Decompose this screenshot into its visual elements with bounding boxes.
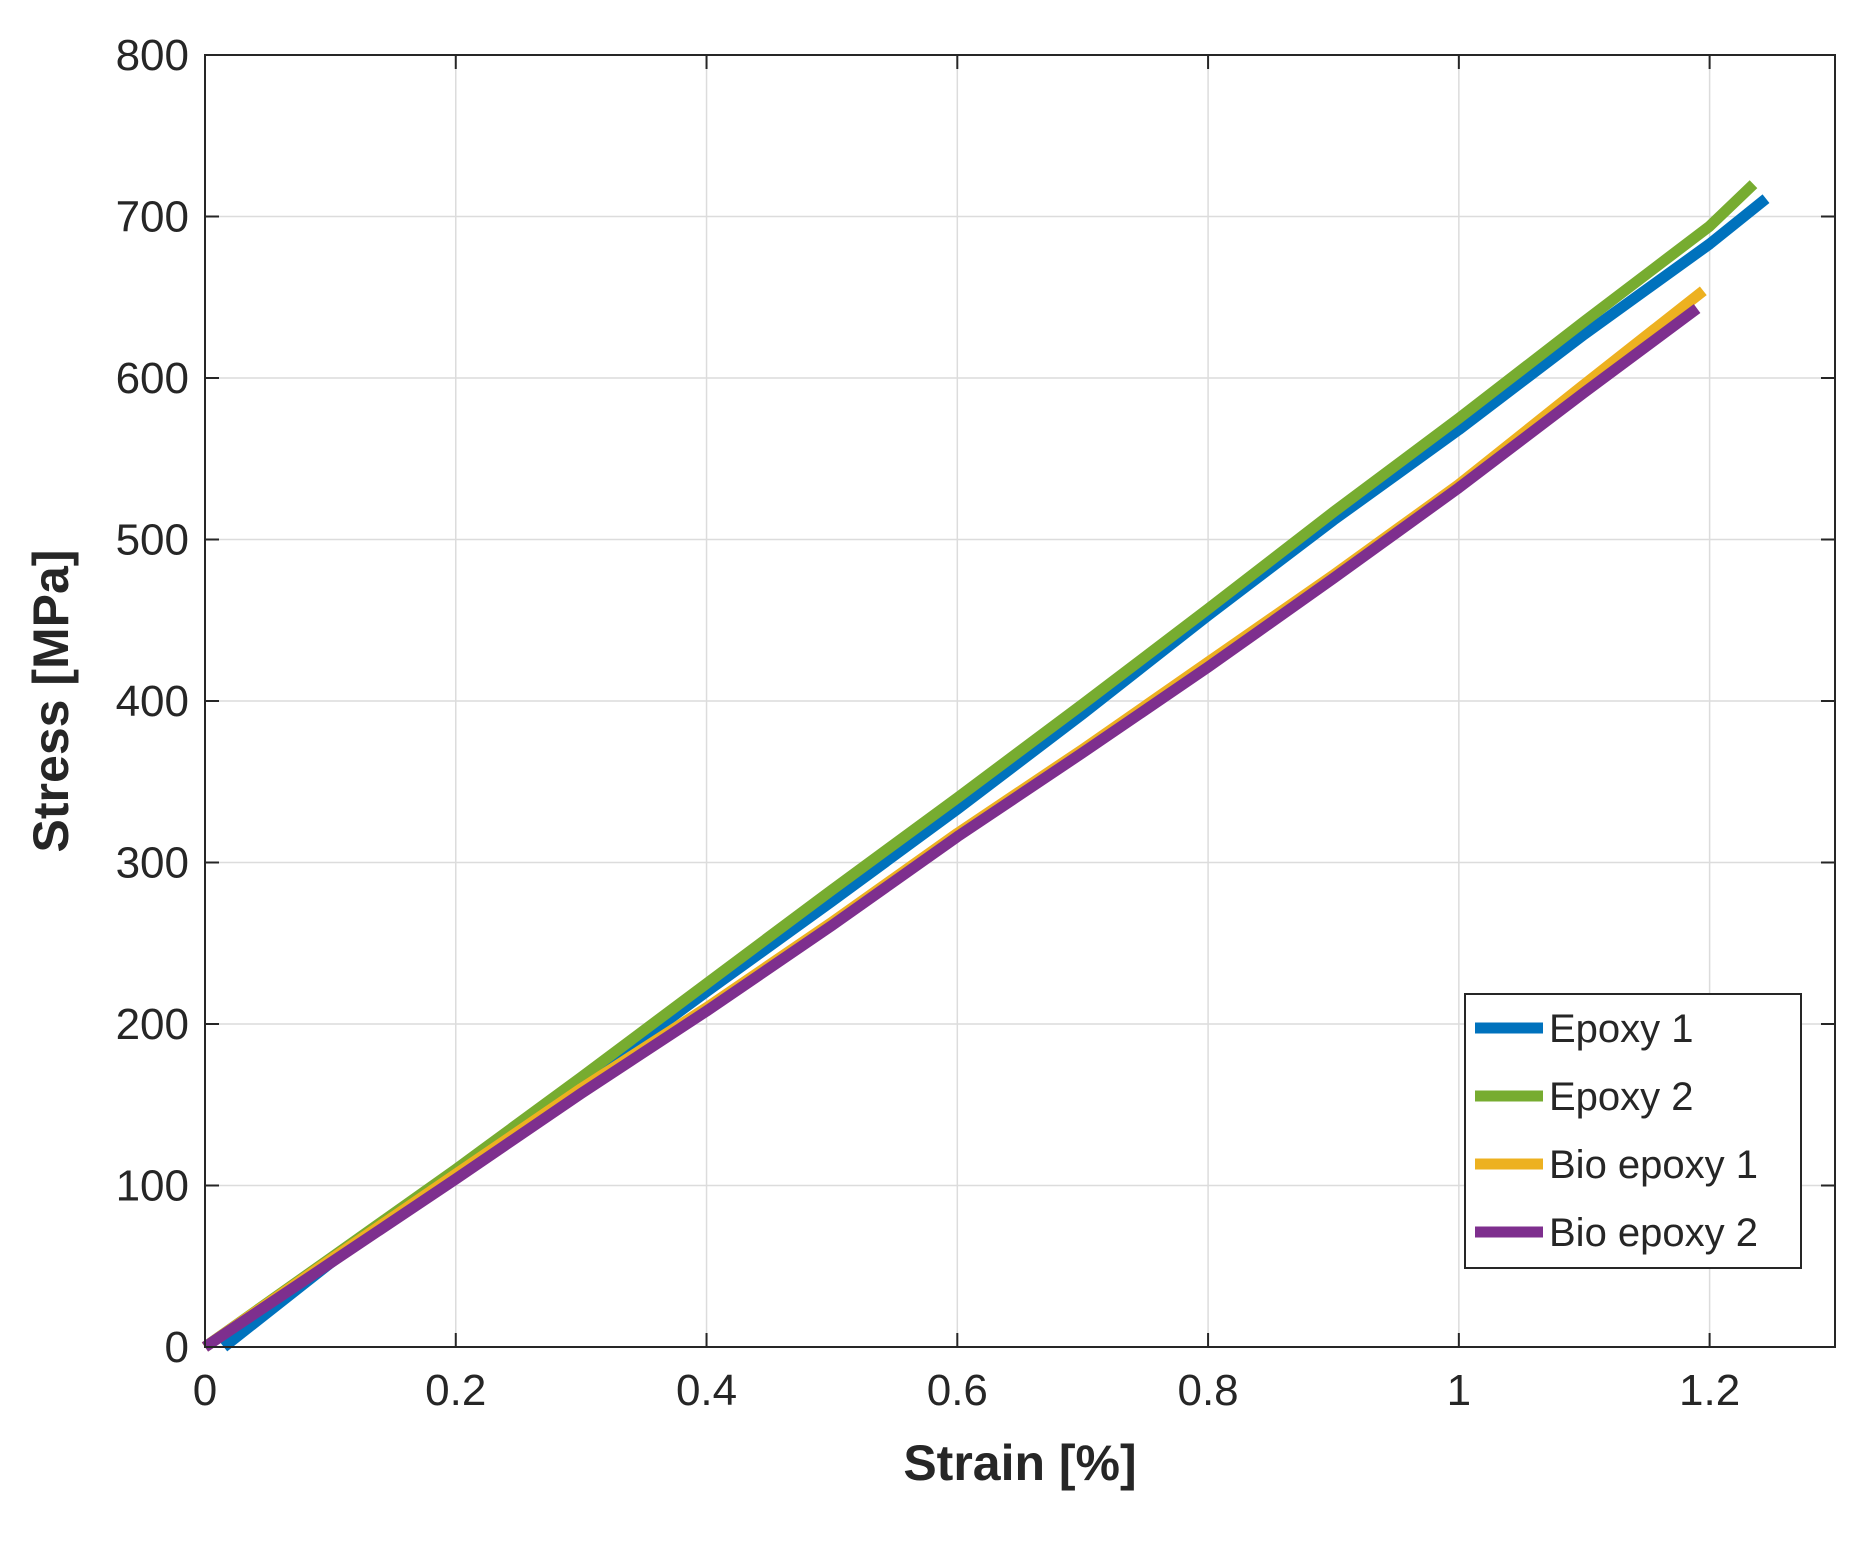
y-tick-label: 700 [116,193,189,242]
legend-box [1464,993,1802,1269]
x-tick-label: 0.8 [1177,1366,1238,1415]
legend: Epoxy 1 Epoxy 2 Bio epoxy 1 Bio epoxy 2 [1464,993,1802,1269]
series-group [201,180,1770,1352]
x-tick-labels: 0 0.2 0.4 0.6 0.8 1 1.2 [193,1366,1740,1415]
x-tick-label: 1 [1447,1366,1471,1415]
y-tick-label: 600 [116,354,189,403]
x-tick-label: 0.2 [425,1366,486,1415]
legend-label: Epoxy 2 [1549,1075,1694,1119]
grid [204,54,1835,1348]
x-tick-label: 1.2 [1679,1366,1740,1415]
y-tick-label: 500 [116,516,189,565]
legend-label: Epoxy 1 [1549,1007,1694,1051]
x-axis-title: Strain [%] [903,1435,1136,1491]
y-tick-label: 200 [116,1000,189,1049]
x-tick-label: 0.4 [676,1366,737,1415]
y-tick-labels: 0 100 200 300 400 500 600 700 800 [116,31,189,1372]
x-tick-label: 0.6 [927,1366,988,1415]
y-tick-label: 800 [116,31,189,80]
series-line-bio-epoxy-2 [201,304,1701,1352]
legend-label: Bio epoxy 2 [1549,1211,1758,1255]
y-tick-label: 100 [116,1162,189,1211]
tick-marks [204,54,1835,1348]
y-axis-title: Stress [MPa] [23,550,79,853]
x-tick-label: 0 [193,1366,217,1415]
y-tick-label: 0 [165,1323,189,1372]
legend-label: Bio epoxy 1 [1549,1143,1758,1187]
y-tick-label: 300 [116,839,189,888]
y-tick-label: 400 [116,677,189,726]
